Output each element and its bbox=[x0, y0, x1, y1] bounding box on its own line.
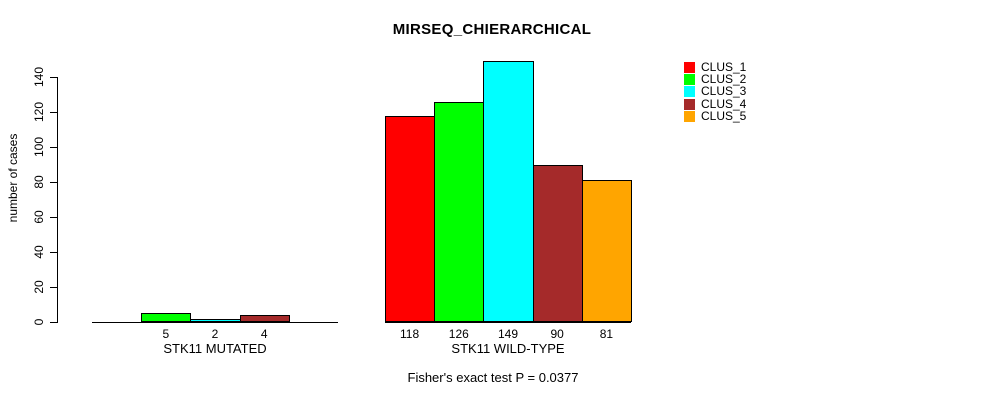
bar-clus_4 bbox=[239, 315, 290, 322]
y-axis-tick bbox=[50, 217, 58, 218]
legend: CLUS_1 CLUS_2 CLUS_3 CLUS_4 CLUS_5 bbox=[684, 61, 746, 122]
legend-swatch bbox=[684, 98, 695, 110]
legend-swatch bbox=[684, 110, 695, 122]
bar-value-label: 90 bbox=[550, 327, 564, 341]
bar-clus_1 bbox=[385, 115, 436, 322]
y-tick-label: 40 bbox=[32, 245, 46, 259]
x-baseline bbox=[385, 322, 631, 323]
bar-clus_2 bbox=[141, 313, 192, 322]
y-axis-tick bbox=[50, 252, 58, 253]
chart-title: MIRSEQ_CHIERARCHICAL bbox=[392, 21, 592, 38]
bar-value-label: 118 bbox=[400, 327, 420, 341]
y-tick-label: 60 bbox=[32, 210, 46, 224]
bar-value-label: 81 bbox=[599, 327, 614, 341]
legend-item-clus_5: CLUS_5 bbox=[684, 110, 746, 122]
y-axis-tick bbox=[50, 112, 58, 113]
y-axis-label: number of cases bbox=[6, 133, 20, 223]
bar-clus_4 bbox=[532, 164, 583, 322]
bar-value-label: 126 bbox=[448, 327, 469, 341]
y-axis-tick bbox=[50, 322, 58, 323]
y-tick-label: 100 bbox=[32, 136, 46, 158]
legend-label: CLUS_5 bbox=[701, 108, 747, 123]
bar-value-label: 149 bbox=[497, 327, 518, 341]
legend-label: CLUS_1 bbox=[701, 59, 747, 74]
bar-clus_2 bbox=[434, 101, 485, 322]
x-baseline bbox=[92, 322, 338, 323]
y-axis-line bbox=[57, 77, 58, 323]
legend-item-clus_4: CLUS_4 bbox=[684, 98, 746, 110]
legend-swatch bbox=[684, 61, 695, 73]
legend-item-clus_3: CLUS_3 bbox=[684, 84, 747, 99]
y-tick-label: 80 bbox=[32, 175, 46, 189]
legend-label: CLUS_3 bbox=[701, 84, 747, 99]
y-tick-label: 0 bbox=[32, 318, 46, 326]
legend-label: CLUS_4 bbox=[701, 96, 747, 111]
y-tick-label: 120 bbox=[32, 101, 46, 123]
footnote-pvalue: Fisher's exact test P = 0.0377 bbox=[407, 370, 579, 385]
bar-clus_3 bbox=[190, 318, 241, 322]
bar-value-label: 2 bbox=[211, 327, 219, 341]
legend-swatch bbox=[684, 73, 695, 85]
legend-label: CLUS_2 bbox=[701, 71, 747, 86]
bar-value-label: 5 bbox=[162, 327, 170, 341]
legend-swatch bbox=[684, 86, 695, 98]
bar-value-label: 4 bbox=[260, 327, 268, 341]
group-label-stk11-wild-type: STK11 WILD-TYPE bbox=[451, 341, 565, 356]
y-axis-tick bbox=[50, 287, 58, 288]
y-axis-tick bbox=[50, 147, 58, 148]
group-label-stk11-mutated: STK11 MUTATED bbox=[163, 341, 267, 356]
y-axis-tick bbox=[50, 182, 58, 183]
y-tick-label: 140 bbox=[32, 66, 46, 88]
bar-clus_5 bbox=[581, 180, 632, 322]
bar-clus_3 bbox=[483, 61, 534, 322]
y-axis-tick bbox=[50, 77, 58, 78]
legend-item-clus_2: CLUS_2 bbox=[684, 73, 746, 85]
y-tick-label: 20 bbox=[32, 280, 46, 294]
legend-item-clus_1: CLUS_1 bbox=[684, 61, 746, 73]
